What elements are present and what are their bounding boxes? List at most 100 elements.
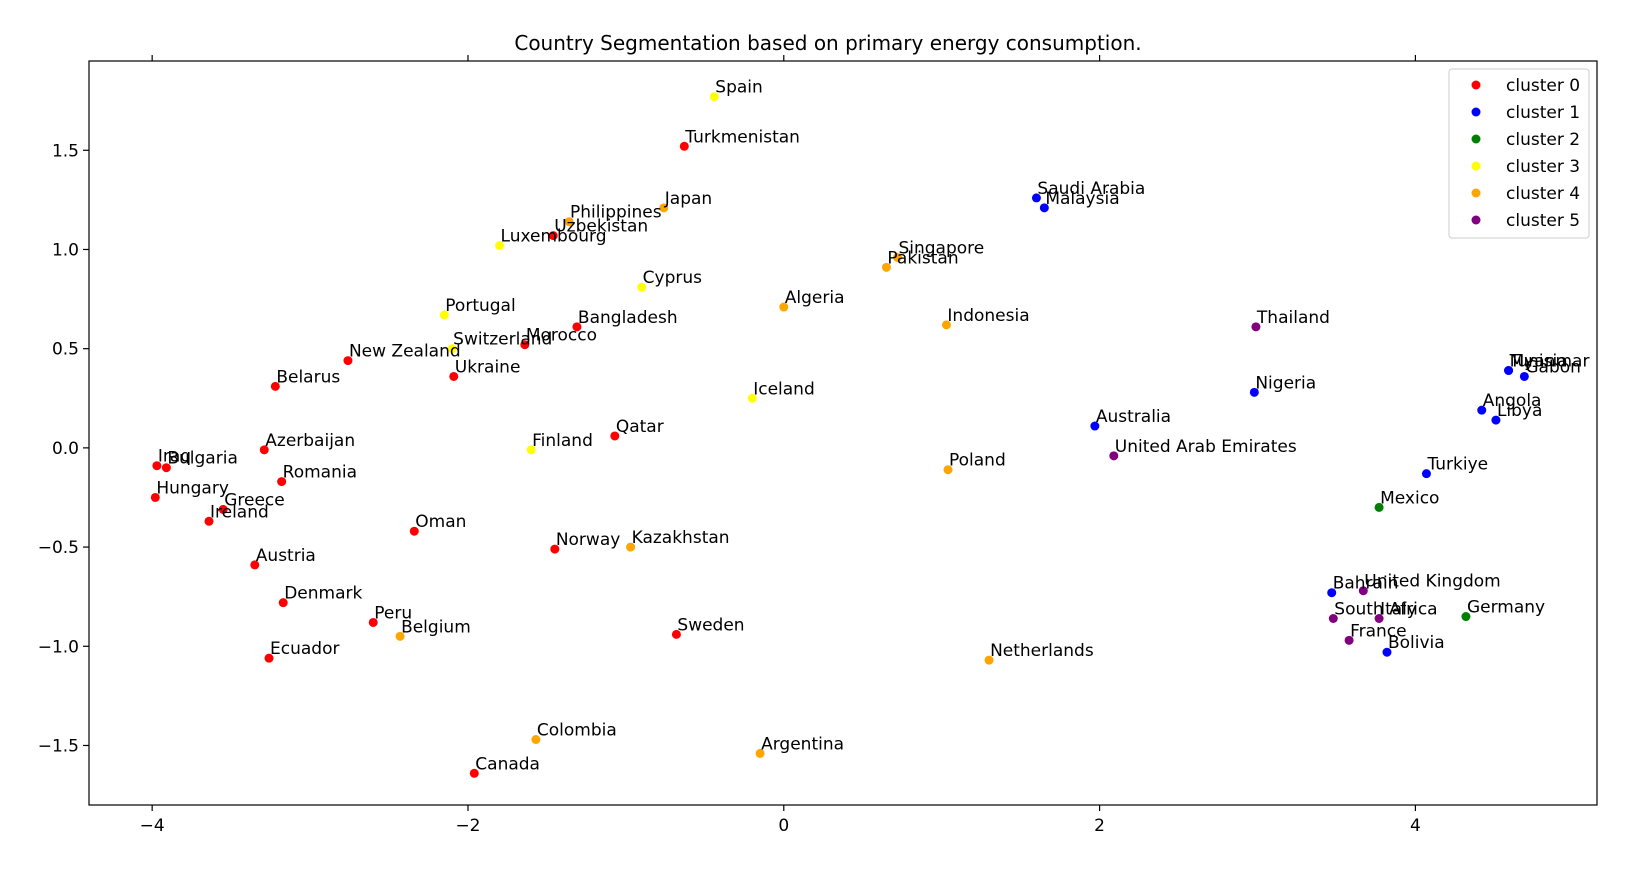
data-point-bangladesh: [572, 322, 582, 332]
data-point-new-zealand: [343, 356, 353, 366]
legend-label-cluster-2: cluster 2: [1506, 130, 1580, 150]
point-label-canada: Canada: [475, 754, 540, 774]
point-label-belgium: Belgium: [401, 617, 471, 637]
legend-label-cluster-1: cluster 1: [1506, 103, 1580, 123]
data-point-poland: [943, 465, 953, 475]
chart-title: Country Segmentation based on primary en…: [514, 31, 1141, 55]
legend-marker-cluster-3: [1471, 161, 1481, 171]
data-point-japan: [659, 203, 669, 213]
data-point-singapore: [892, 252, 902, 262]
data-point-thailand: [1251, 322, 1261, 332]
y-tick-label: −1.0: [38, 637, 79, 657]
data-point-philippines: [564, 217, 574, 227]
data-point-bahrain: [1327, 588, 1337, 598]
x-tick-label: 0: [778, 816, 789, 836]
x-tick-label: −2: [455, 816, 480, 836]
point-label-philippines: Philippines: [570, 203, 662, 223]
data-point-greece: [218, 504, 228, 514]
point-label-hungary: Hungary: [156, 478, 229, 498]
point-label-turkmenistan: Turkmenistan: [684, 127, 800, 147]
point-label-italy: Italy: [1380, 600, 1417, 620]
data-point-libya: [1491, 415, 1501, 425]
data-point-canada: [469, 768, 479, 778]
y-tick-label: 1.5: [52, 141, 79, 161]
point-label-portugal: Portugal: [445, 296, 515, 316]
point-label-nigeria: Nigeria: [1255, 373, 1316, 393]
data-point-denmark: [278, 598, 288, 608]
point-label-iceland: Iceland: [753, 379, 815, 399]
data-point-south-africa: [1328, 614, 1338, 624]
point-label-azerbaijan: Azerbaijan: [265, 431, 355, 451]
data-point-germany: [1461, 612, 1471, 622]
point-label-algeria: Algeria: [785, 288, 845, 308]
point-label-new-zealand: New Zealand: [349, 342, 461, 362]
point-label-australia: Australia: [1096, 407, 1171, 427]
point-label-greece: Greece: [224, 490, 285, 510]
data-point-myanmar: [1504, 366, 1514, 376]
data-point-pakistan: [881, 262, 891, 272]
x-axis: −4 −2 0 2 4: [140, 55, 1421, 836]
point-label-ireland: Ireland: [210, 502, 269, 522]
legend-label-cluster-4: cluster 4: [1506, 184, 1580, 204]
y-tick-label: 0.5: [52, 340, 79, 360]
point-label-belarus: Belarus: [276, 367, 340, 387]
point-label-kazakhstan: Kazakhstan: [632, 528, 730, 548]
point-label-uzbekistan: Uzbekistan: [554, 217, 648, 237]
point-label-bolivia: Bolivia: [1388, 633, 1445, 653]
point-label-pakistan: Pakistan: [887, 248, 958, 268]
data-point-peru: [368, 617, 378, 627]
data-point-uzbekistan: [548, 231, 558, 241]
data-points-layer: [150, 92, 1529, 778]
legend-label-cluster-5: cluster 5: [1506, 211, 1580, 231]
data-point-ireland: [204, 516, 214, 526]
data-point-netherlands: [984, 655, 994, 665]
data-point-italy: [1374, 614, 1384, 624]
data-point-mexico: [1374, 502, 1384, 512]
data-point-france: [1344, 635, 1354, 645]
point-label-argentina: Argentina: [761, 734, 844, 754]
data-point-colombia: [531, 735, 541, 745]
plot-frame: [88, 60, 1598, 806]
point-label-ukraine: Ukraine: [455, 357, 521, 377]
point-label-morocco: Morocco: [526, 326, 597, 346]
data-point-spain: [709, 92, 719, 102]
data-point-united-arab-emirates: [1109, 451, 1119, 461]
point-label-tunisia: Tunisia: [1509, 352, 1568, 372]
y-tick-label: −0.5: [38, 538, 79, 558]
data-point-luxembourg: [495, 241, 505, 251]
legend-label-cluster-3: cluster 3: [1506, 157, 1580, 177]
point-label-norway: Norway: [556, 530, 621, 550]
data-point-turkmenistan: [679, 141, 689, 151]
y-axis: −1.5 −1.0 −0.5 0.0 0.5 1.0 1.5: [38, 141, 89, 756]
point-label-qatar: Qatar: [616, 417, 664, 437]
data-point-nigeria: [1249, 387, 1259, 397]
point-label-oman: Oman: [415, 512, 466, 532]
point-label-indonesia: Indonesia: [947, 306, 1029, 326]
legend-marker-cluster-1: [1471, 107, 1481, 117]
data-point-ukraine: [449, 371, 459, 381]
point-label-colombia: Colombia: [537, 721, 617, 741]
point-label-denmark: Denmark: [284, 584, 362, 604]
point-label-thailand: Thailand: [1256, 308, 1330, 328]
point-label-iraq: Iraq: [158, 447, 191, 467]
data-point-indonesia: [941, 320, 951, 330]
data-point-argentina: [755, 748, 765, 758]
data-point-belgium: [395, 631, 405, 641]
data-point-austria: [250, 560, 260, 570]
data-point-ecuador: [264, 653, 274, 663]
y-tick-label: 1.0: [52, 240, 79, 260]
point-label-sweden: Sweden: [677, 615, 744, 635]
legend-box: [1448, 68, 1590, 239]
point-label-singapore: Singapore: [898, 238, 984, 258]
data-point-cyprus: [637, 282, 647, 292]
point-label-bangladesh: Bangladesh: [578, 308, 678, 328]
legend-marker-cluster-4: [1471, 188, 1481, 198]
point-label-peru: Peru: [374, 603, 412, 623]
data-point-iceland: [747, 393, 757, 403]
point-label-finland: Finland: [532, 431, 593, 451]
data-point-oman: [409, 526, 419, 536]
legend-marker-cluster-0: [1471, 80, 1481, 90]
data-point-sweden: [671, 629, 681, 639]
